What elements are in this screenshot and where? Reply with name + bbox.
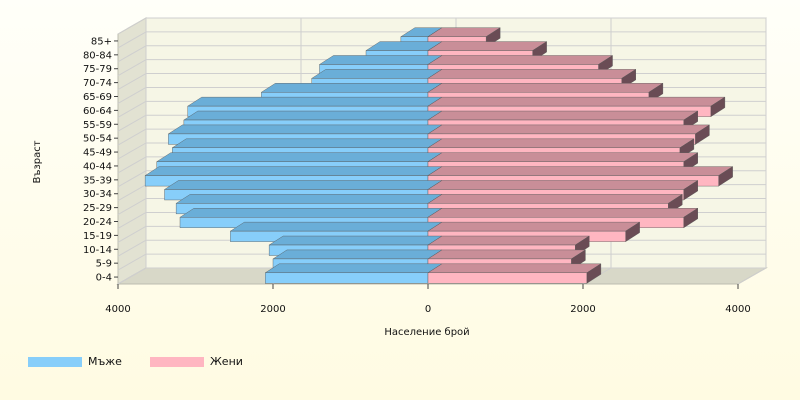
grid-line-diagonal (117, 17, 147, 35)
bar-top-face (260, 83, 443, 93)
bar-top-face (427, 83, 664, 93)
bar-top-face (427, 249, 587, 260)
bar-top-face (427, 235, 590, 246)
bar-male (264, 263, 443, 284)
bar-top-face (311, 69, 443, 79)
bar-top-face (268, 235, 443, 246)
bar-front-face (427, 272, 588, 284)
grid-line-diagonal (117, 212, 147, 229)
grid-line-diagonal (117, 128, 147, 146)
grid-line-diagonal (117, 31, 147, 49)
y-tick-labels: 0-4 5-9 10-14 15-19 20-24 25-29 30-34 35-39 40-4… (83, 36, 118, 284)
x-tick-label: 4000 (105, 304, 130, 315)
legend-item-male[interactable]: Мъже (28, 355, 122, 368)
bar-top-face (163, 180, 443, 190)
bar-top-face (156, 152, 443, 162)
legend-label-female: Жени (209, 355, 243, 368)
bar-top-face (427, 110, 699, 121)
y-tick-label: 5-9 (96, 259, 112, 270)
grid-line-diagonal (117, 100, 147, 118)
grid-line-diagonal (117, 59, 147, 77)
legend: Мъже Жени (28, 355, 243, 368)
bar-top-face (427, 221, 641, 232)
x-tick-label: 2000 (570, 304, 595, 315)
y-tick-label: 15-19 (83, 231, 112, 242)
bar-group (144, 27, 734, 284)
legend-swatch-male (28, 356, 82, 367)
grid-line-diagonal (117, 45, 147, 63)
bar-top-face (183, 110, 443, 121)
y-tick-label: 55-59 (83, 120, 112, 131)
bar-top-face (427, 166, 734, 176)
y-tick-label: 10-14 (83, 245, 112, 256)
grid-line-diagonal (117, 198, 147, 215)
bar-top-face (179, 208, 443, 218)
y-tick-label: 30-34 (83, 189, 112, 200)
y-tick-label: 70-74 (83, 78, 112, 89)
grid-line-floor (737, 267, 767, 285)
legend-item-female[interactable]: Жени (149, 355, 243, 368)
bar-female (427, 263, 602, 284)
bar-top-face (427, 41, 548, 51)
y-tick-label: 75-79 (83, 64, 112, 75)
y-tick-label: 0-4 (96, 273, 112, 284)
bar-top-face (427, 69, 637, 79)
grid-line-diagonal (117, 73, 147, 90)
bar-front-face (265, 272, 429, 284)
y-tick-label: 60-64 (83, 106, 112, 117)
x-tick-label: 4000 (725, 304, 750, 315)
y-tick-label: 80-84 (83, 50, 112, 61)
grid-line-diagonal (117, 170, 147, 188)
bar-top-face (427, 194, 683, 204)
legend-label-male: Мъже (88, 355, 122, 368)
y-axis-title: Възраст (32, 140, 43, 183)
bar-top-face (427, 180, 699, 190)
bar-top-face (427, 55, 614, 65)
bar-top-face (171, 138, 443, 149)
y-tick-label: 45-49 (83, 148, 112, 159)
y-tick-label: 50-54 (83, 134, 112, 145)
grid-line-diagonal (117, 184, 147, 202)
y-tick-label: 40-44 (83, 161, 112, 172)
bar-top-face (427, 138, 695, 149)
y-tick-label: 65-69 (83, 92, 112, 103)
grid-line-diagonal (117, 239, 147, 257)
x-tick-labels: 4000 2000 0 2000 4000 (105, 284, 751, 315)
bar-top-face (427, 152, 699, 162)
bar-top-face (175, 194, 443, 204)
bar-top-face (264, 263, 443, 274)
grid-line-diagonal (117, 225, 147, 243)
bar-top-face (427, 263, 602, 274)
grid-line-diagonal (117, 253, 147, 271)
grid-line-floor (117, 267, 147, 285)
grid-line-diagonal (117, 142, 147, 160)
y-tick-label: 85+ (91, 36, 112, 47)
bar-top-face (167, 124, 443, 135)
grid-line-diagonal (117, 114, 147, 132)
grid-line-diagonal (117, 87, 147, 104)
x-tick-label: 0 (425, 304, 431, 315)
y-tick-label: 20-24 (83, 217, 112, 228)
bar-top-face (318, 55, 443, 65)
bar-top-face (427, 124, 711, 135)
y-tick-label: 35-39 (83, 175, 112, 186)
bar-top-face (187, 96, 443, 107)
legend-swatch-female (149, 356, 204, 367)
bar-top-face (144, 166, 443, 176)
bar-top-face (229, 221, 443, 232)
bar-top-face (427, 208, 699, 218)
y-tick-label: 25-29 (83, 203, 112, 214)
x-tick-label: 2000 (260, 304, 285, 315)
grid-line-diagonal (117, 156, 147, 174)
bar-top-face (427, 96, 726, 107)
x-axis-title: Население брой (384, 327, 469, 338)
bar-top-face (272, 249, 443, 260)
